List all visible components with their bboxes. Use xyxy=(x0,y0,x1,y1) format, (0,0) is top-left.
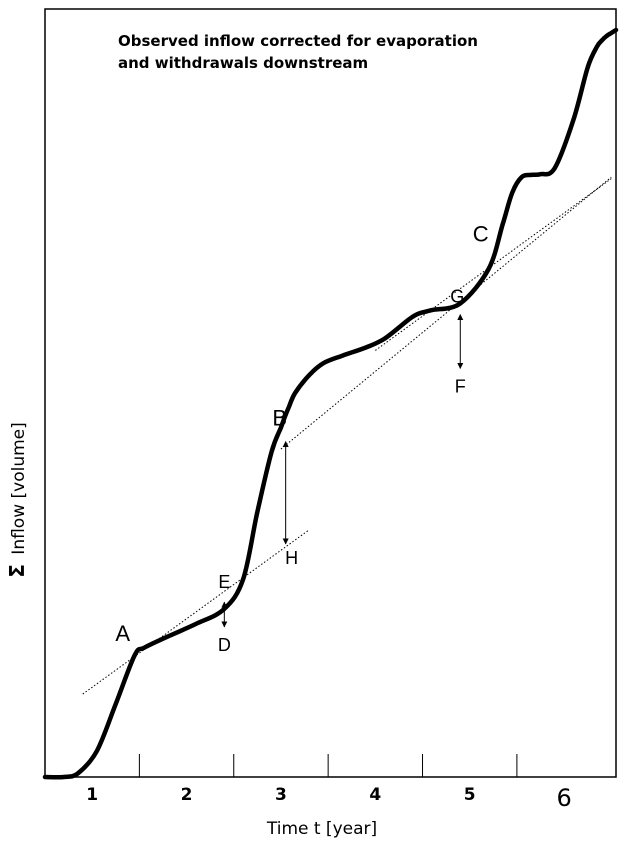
point-label-d: D xyxy=(218,635,231,655)
difference-arrows xyxy=(221,314,464,628)
cumulative-inflow-curve xyxy=(42,27,619,780)
sigma-symbol: Σ xyxy=(5,564,29,578)
x-axis-ticks xyxy=(138,754,518,777)
point-label-h: H xyxy=(285,548,298,568)
plot-frame xyxy=(44,8,617,778)
annotation-line-2: and withdrawals downstream xyxy=(118,54,368,72)
point-label-f: F xyxy=(455,376,466,396)
annotation-line-1: Observed inflow corrected for evaporatio… xyxy=(118,32,478,50)
point-label-e: E xyxy=(218,572,230,592)
y-axis-title-text: Inflow [volume] xyxy=(9,422,29,554)
point-label-g: G xyxy=(450,287,464,307)
y-axis-title: Σ Inflow [volume] xyxy=(5,422,29,578)
x-tick-label: 3 xyxy=(275,785,287,805)
x-tick-label: 6 xyxy=(556,784,571,812)
point-label-b: B xyxy=(272,406,287,431)
tangent-line xyxy=(280,176,612,450)
x-tick-label: 5 xyxy=(464,785,476,805)
tangent-lines xyxy=(82,176,612,695)
x-tick-label: 1 xyxy=(86,785,98,805)
x-tick-label: 2 xyxy=(181,785,193,805)
tangent-line xyxy=(82,529,310,695)
x-axis-tick-labels: 1 2 3 4 5 6 xyxy=(86,784,571,812)
y-axis-title-group: Σ Inflow [volume] xyxy=(5,422,29,578)
point-label-c: C xyxy=(473,221,489,246)
tangent-line xyxy=(375,178,612,351)
point-label-a: A xyxy=(115,621,130,646)
point-labels: A B C D E F G H xyxy=(115,221,488,655)
x-axis-title: Time t [year] xyxy=(266,819,377,839)
x-tick-label: 4 xyxy=(369,785,381,805)
